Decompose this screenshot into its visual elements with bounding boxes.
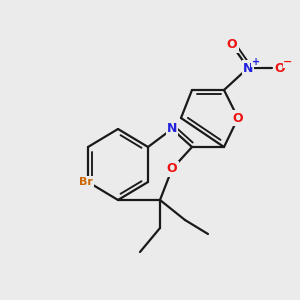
Text: O: O xyxy=(274,61,285,74)
Text: −: − xyxy=(283,57,293,67)
Text: Br: Br xyxy=(79,177,93,187)
Text: O: O xyxy=(233,112,243,124)
Text: O: O xyxy=(227,38,237,52)
Text: N: N xyxy=(243,61,253,74)
Text: +: + xyxy=(252,57,260,67)
Text: O: O xyxy=(167,163,177,176)
Text: N: N xyxy=(167,122,177,136)
